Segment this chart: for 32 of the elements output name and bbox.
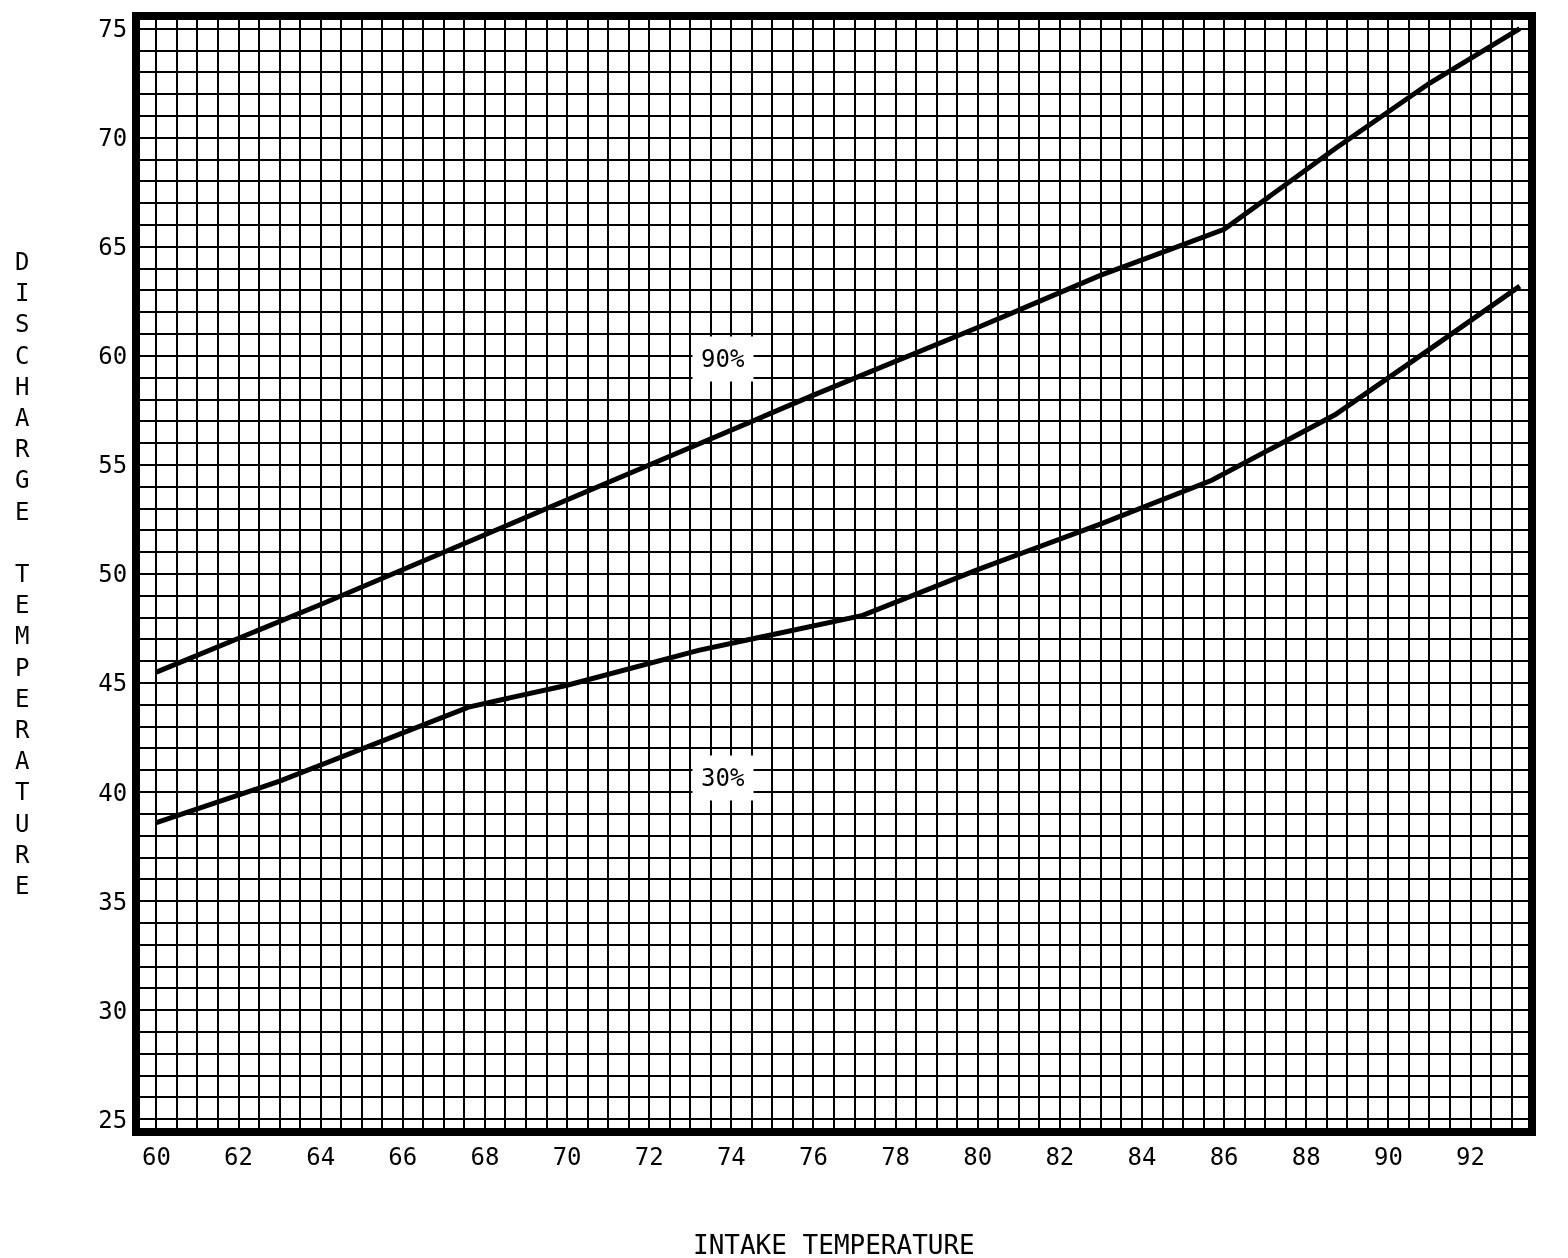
y-tick-label: 60 (98, 342, 128, 371)
x-tick-label: 90 (1373, 1142, 1403, 1171)
y-tick-label: 25 (98, 1105, 128, 1134)
x-tick-label: 62 (224, 1142, 254, 1171)
x-tick-label: 68 (470, 1142, 500, 1171)
y-tick-label: 30 (98, 996, 128, 1025)
x-tick-label: 72 (634, 1142, 664, 1171)
text: DISCHARGE TEMPERATURE (15, 248, 30, 900)
x-tick-label: 92 (1456, 1142, 1485, 1171)
x-tick-label: 88 (1291, 1142, 1321, 1171)
y-tick-label: 55 (98, 451, 128, 480)
x-axis-title: INTAKE TEMPERATURE (693, 1230, 975, 1258)
x-tick-label: 84 (1127, 1142, 1157, 1171)
y-tick-label: 65 (98, 233, 128, 262)
annotation: 30% (701, 764, 745, 792)
x-tick-label: 60 (141, 1142, 171, 1171)
x-tick-label: 66 (388, 1142, 418, 1171)
x-tick-label: 78 (881, 1142, 911, 1171)
y-tick-label: 45 (98, 669, 128, 698)
x-tick-label: 76 (799, 1142, 828, 1171)
y-tick-label: 35 (98, 887, 128, 916)
y-tick-label: 50 (98, 560, 128, 589)
x-tick-label: 86 (1209, 1142, 1239, 1171)
x-tick-label: 70 (552, 1142, 582, 1171)
y-tick-label: 70 (98, 124, 128, 153)
x-tick-label: 74 (716, 1142, 746, 1171)
y-tick-label: 40 (98, 778, 128, 807)
annotation: 90% (701, 345, 745, 373)
x-tick-label: 82 (1045, 1142, 1075, 1171)
x-tick-label: 80 (963, 1142, 993, 1171)
y-tick-label: 75 (98, 15, 128, 44)
x-tick-label: 64 (306, 1142, 336, 1171)
